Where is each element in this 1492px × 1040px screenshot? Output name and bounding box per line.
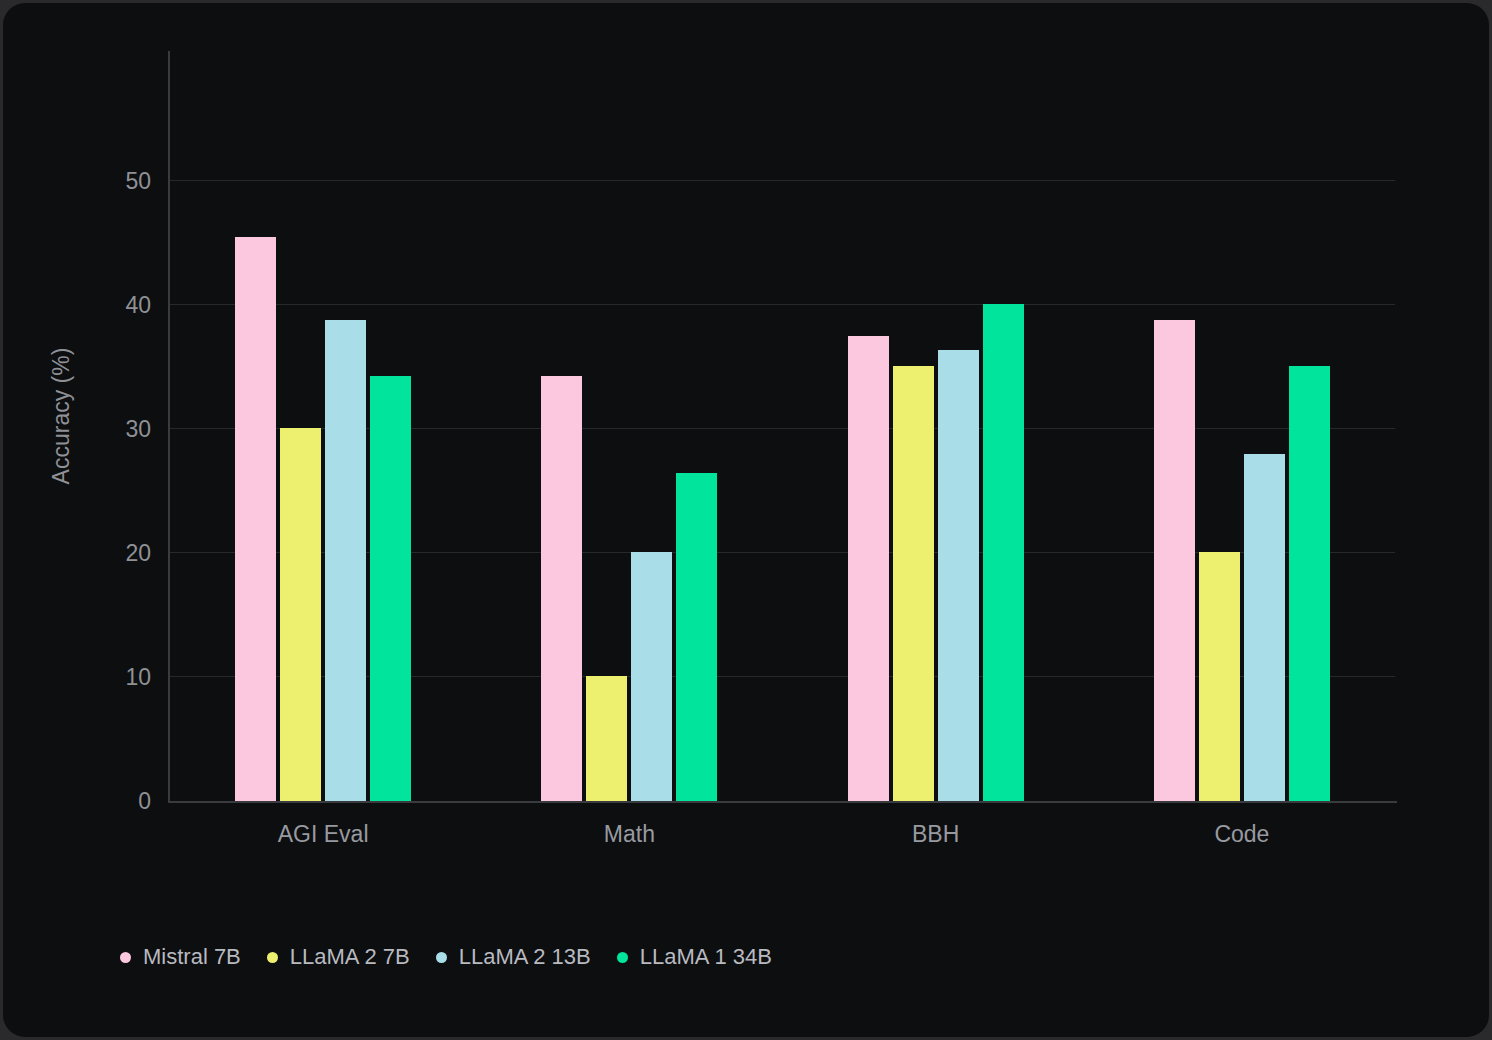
bar-group-bbh bbox=[783, 51, 1089, 801]
y-tick-label-40: 40 bbox=[3, 294, 151, 317]
x-axis-line bbox=[168, 801, 1397, 803]
bar-group-math bbox=[476, 51, 782, 801]
y-tick-label-0: 0 bbox=[3, 790, 151, 813]
y-axis-line bbox=[168, 51, 170, 803]
x-axis-labels: AGI EvalMathBBHCode bbox=[170, 821, 1395, 848]
legend-label-mistral-7b: Mistral 7B bbox=[143, 944, 241, 970]
bar-mistral-7b-bbh[interactable] bbox=[848, 336, 889, 801]
bar-llama-2-13b-code[interactable] bbox=[1244, 454, 1285, 801]
bar-llama-2-7b-code[interactable] bbox=[1199, 552, 1240, 801]
y-tick-label-20: 20 bbox=[3, 542, 151, 565]
x-axis-label-math: Math bbox=[476, 821, 782, 848]
bar-group-agi-eval bbox=[170, 51, 476, 801]
legend-dot-llama-2-13b bbox=[436, 952, 447, 963]
x-axis-label-agi-eval: AGI Eval bbox=[170, 821, 476, 848]
plot-area bbox=[170, 51, 1395, 801]
legend-dot-llama-2-7b bbox=[267, 952, 278, 963]
bar-mistral-7b-code[interactable] bbox=[1154, 320, 1195, 801]
x-axis-label-bbh: BBH bbox=[783, 821, 1089, 848]
bar-llama-2-13b-agi-eval[interactable] bbox=[325, 320, 366, 801]
legend-dot-mistral-7b bbox=[120, 952, 131, 963]
bar-llama-2-7b-agi-eval[interactable] bbox=[280, 428, 321, 801]
bar-llama-2-13b-bbh[interactable] bbox=[938, 350, 979, 801]
bar-llama-2-7b-bbh[interactable] bbox=[893, 366, 934, 801]
legend-label-llama-2-7b: LLaMA 2 7B bbox=[290, 944, 410, 970]
y-axis-title: Accuracy (%) bbox=[48, 348, 75, 485]
bar-groups bbox=[170, 51, 1395, 801]
legend-dot-llama-1-34b bbox=[617, 952, 628, 963]
legend-item-mistral-7b[interactable]: Mistral 7B bbox=[120, 944, 241, 970]
y-tick-label-50: 50 bbox=[3, 170, 151, 193]
bar-llama-1-34b-math[interactable] bbox=[676, 473, 717, 802]
legend-label-llama-2-13b: LLaMA 2 13B bbox=[459, 944, 591, 970]
bar-llama-1-34b-code[interactable] bbox=[1289, 366, 1330, 801]
chart-card: Accuracy (%) 0 10 20 30 40 50 AGI EvalMathBBH… bbox=[3, 3, 1489, 1037]
bar-mistral-7b-agi-eval[interactable] bbox=[235, 237, 276, 801]
bar-group-code bbox=[1089, 51, 1395, 801]
bar-llama-1-34b-bbh[interactable] bbox=[983, 304, 1024, 801]
legend-item-llama-2-7b[interactable]: LLaMA 2 7B bbox=[267, 944, 410, 970]
x-axis-label-code: Code bbox=[1089, 821, 1395, 848]
legend-label-llama-1-34b: LLaMA 1 34B bbox=[640, 944, 772, 970]
bar-llama-1-34b-agi-eval[interactable] bbox=[370, 376, 411, 801]
bar-mistral-7b-math[interactable] bbox=[541, 376, 582, 801]
y-tick-label-10: 10 bbox=[3, 666, 151, 689]
bar-llama-2-13b-math[interactable] bbox=[631, 552, 672, 801]
bar-llama-2-7b-math[interactable] bbox=[586, 676, 627, 801]
y-tick-label-30: 30 bbox=[3, 418, 151, 441]
legend: Mistral 7B LLaMA 2 7B LLaMA 2 13B LLaMA 1 3… bbox=[120, 943, 772, 971]
legend-item-llama-2-13b[interactable]: LLaMA 2 13B bbox=[436, 944, 591, 970]
legend-item-llama-1-34b[interactable]: LLaMA 1 34B bbox=[617, 944, 772, 970]
